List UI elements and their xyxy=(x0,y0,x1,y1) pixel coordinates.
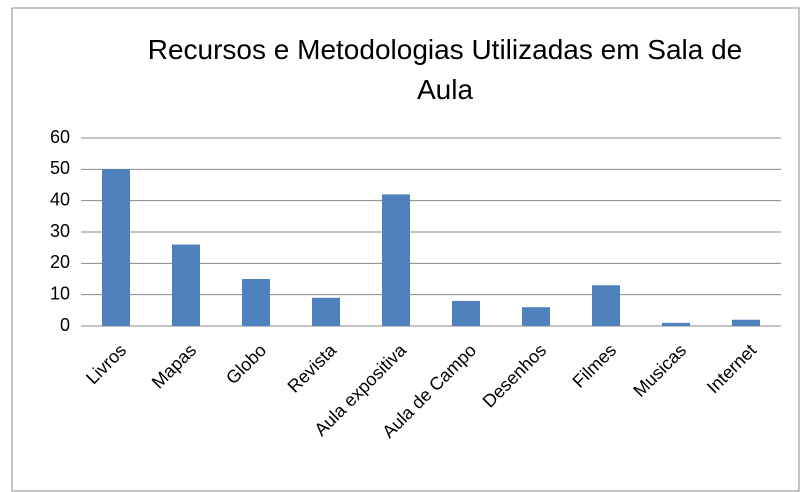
chart-title: Recursos e Metodologias Utilizadas em Sa… xyxy=(147,34,743,105)
y-tick-label: 50 xyxy=(50,158,70,178)
bar xyxy=(452,300,480,326)
bar xyxy=(102,169,130,326)
y-tick-label: 30 xyxy=(50,221,70,241)
bar xyxy=(662,322,690,326)
x-tick-label: Filmes xyxy=(569,340,621,392)
bar xyxy=(242,279,270,326)
y-tick-label: 40 xyxy=(50,189,70,209)
x-tick-label: Mapas xyxy=(148,340,200,392)
bar xyxy=(592,285,620,326)
x-tick-label: Internet xyxy=(703,340,760,397)
bar xyxy=(732,319,760,326)
bar xyxy=(522,307,550,326)
y-tick-label: 20 xyxy=(50,252,70,272)
bar xyxy=(382,194,410,326)
bar xyxy=(312,297,340,326)
chart-border xyxy=(11,7,800,492)
y-tick-label: 10 xyxy=(50,283,70,303)
x-tick-label: Livros xyxy=(82,340,130,388)
x-tick-label: Globo xyxy=(222,340,270,388)
x-tick-label: Revista xyxy=(284,339,341,396)
bar xyxy=(172,244,200,326)
y-tick-label: 0 xyxy=(60,315,70,335)
y-tick-label: 60 xyxy=(50,127,70,147)
x-tick-label: Musicas xyxy=(629,340,690,401)
x-tick-label: Desenhos xyxy=(479,340,550,411)
